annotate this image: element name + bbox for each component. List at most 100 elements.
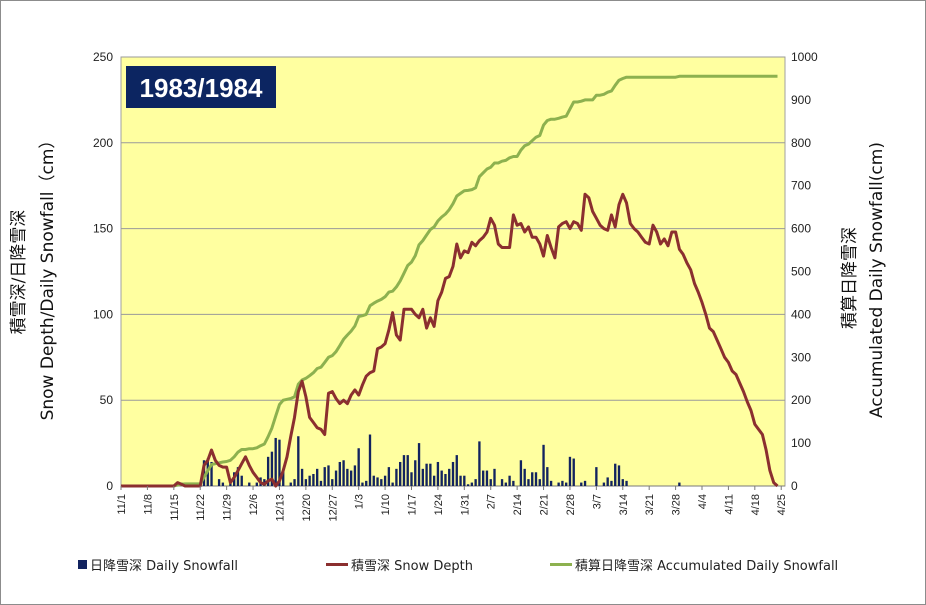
snowfall-bar xyxy=(380,479,383,486)
left-axis-label: 積雪深/日降雪深 Snow Depth/Daily Snowfall（cm） xyxy=(9,132,58,421)
snowfall-bar xyxy=(617,465,621,486)
left-axis-label-jp: 積雪深/日降雪深 xyxy=(9,210,29,335)
x-tick-label: 11/15 xyxy=(169,494,181,521)
legend-label-depth: 積雪深 Snow Depth xyxy=(351,558,473,574)
snowfall-bar xyxy=(210,461,213,486)
snowfall-bar xyxy=(546,467,549,486)
legend-label-daily: 日降雪深 Daily Snowfall xyxy=(90,558,239,574)
snowfall-bar xyxy=(565,482,568,486)
snowfall-bar xyxy=(349,470,353,486)
snowfall-bar xyxy=(361,482,364,486)
snowfall-bar xyxy=(372,475,375,486)
x-tick-label: 4/11 xyxy=(723,494,735,515)
snowfall-bar xyxy=(466,484,470,486)
snowfall-bar xyxy=(678,482,681,486)
snowfall-bar xyxy=(606,477,609,486)
snowfall-bar xyxy=(217,479,221,486)
snowfall-bar xyxy=(493,468,496,486)
snowfall-bar xyxy=(557,482,560,486)
daily-snowfall-bars xyxy=(176,434,681,486)
snowfall-bar xyxy=(470,482,474,486)
legend-item-snow-depth: 積雪深 Snow Depth xyxy=(326,555,473,574)
x-tick-label: 12/27 xyxy=(327,494,339,522)
snowfall-bar xyxy=(236,467,240,486)
snowfall-bar xyxy=(255,482,258,486)
x-tick-label: 12/13 xyxy=(274,494,286,522)
x-tick-label: 2/14 xyxy=(512,494,524,515)
x-tick-label: 1/3 xyxy=(354,494,366,509)
legend-swatch-depth xyxy=(326,562,348,566)
x-tick-label: 4/25 xyxy=(776,494,788,515)
right-axis-label-jp: 積算日降雪深 xyxy=(840,227,860,329)
snowfall-bar xyxy=(523,468,526,486)
snowfall-bar xyxy=(266,456,270,486)
snowfall-bar xyxy=(342,460,345,486)
x-tick-label: 3/28 xyxy=(671,494,683,515)
snowfall-bar xyxy=(538,479,541,486)
x-tick-label: 3/21 xyxy=(644,494,656,515)
chart-title-background xyxy=(126,66,276,108)
left-tick-label: 200 xyxy=(93,136,113,150)
snowfall-bar xyxy=(432,475,436,486)
snowfall-bar xyxy=(417,443,421,486)
snowfall-bar xyxy=(444,473,447,486)
snowfall-bar xyxy=(568,456,572,486)
snowfall-bar xyxy=(534,472,538,486)
snowfall-bar xyxy=(383,475,387,486)
snowfall-bar xyxy=(602,482,606,486)
snowfall-bar xyxy=(278,439,281,486)
accumulated-snowfall-line xyxy=(121,74,778,488)
snowfall-bar xyxy=(489,479,492,486)
legend-item-accumulated: 積算日降雪深 Accumulated Daily Snowfall xyxy=(550,555,839,574)
snowfall-bar xyxy=(316,468,319,486)
x-tick-label: 1/17 xyxy=(407,494,419,515)
snowfall-bar xyxy=(531,472,534,486)
snow-depth-line xyxy=(121,192,779,488)
snowfall-bar xyxy=(436,461,440,486)
snowfall-bar xyxy=(395,468,398,486)
x-tick-label: 1/24 xyxy=(433,494,445,515)
snowfall-bar xyxy=(451,461,455,486)
snowfall-bar xyxy=(500,479,504,486)
snowfall-bar xyxy=(297,436,300,486)
right-tick-label: 500 xyxy=(791,265,811,279)
right-tick-label: 800 xyxy=(791,136,811,150)
x-tick-label: 11/1 xyxy=(116,494,128,515)
snowfall-bar xyxy=(421,468,424,486)
x-tick-label: 1/31 xyxy=(459,494,471,515)
snowfall-bar xyxy=(508,475,511,486)
x-tick-label: 3/14 xyxy=(618,494,630,515)
snowfall-bar xyxy=(300,468,304,486)
left-axis-ticks: 0 50 100 150 200 250 xyxy=(93,50,113,493)
snowfall-bar xyxy=(293,479,296,486)
x-tick-label: 11/8 xyxy=(142,494,154,515)
snowfall-bar xyxy=(625,480,628,486)
right-tick-label: 200 xyxy=(791,393,811,407)
snowfall-bar xyxy=(448,468,451,486)
left-tick-label: 150 xyxy=(93,222,113,236)
right-tick-label: 900 xyxy=(791,93,811,107)
x-tick-label: 12/6 xyxy=(248,494,260,515)
snowfall-bar xyxy=(463,475,466,486)
snowfall-bar xyxy=(485,470,489,486)
snowfall-bar xyxy=(274,437,277,486)
snowfall-bar xyxy=(429,463,432,486)
snowfall-bar xyxy=(549,480,553,486)
snowfall-bar xyxy=(410,472,413,486)
snowfall-bar xyxy=(478,441,481,486)
right-axis-ticks: 0 100 200 300 400 500 600 700 800 900 1000 xyxy=(791,50,818,493)
snowfall-bar xyxy=(399,461,402,486)
right-axis-label: 積算日降雪深 Accumulated Daily Snowfall(cm) xyxy=(840,142,887,418)
right-tick-label: 0 xyxy=(791,479,798,493)
legend-label-accum: 積算日降雪深 Accumulated Daily Snowfall xyxy=(575,558,839,574)
snowfall-bar xyxy=(248,482,251,486)
snowfall-bar xyxy=(319,480,323,486)
snowfall-bar xyxy=(221,482,225,486)
snowfall-bar xyxy=(482,470,485,486)
snowfall-bar xyxy=(527,479,530,486)
snowfall-bar xyxy=(455,455,458,486)
snowfall-bar xyxy=(240,475,243,486)
legend-swatch-bar xyxy=(78,559,87,569)
snowfall-bar xyxy=(323,467,326,486)
